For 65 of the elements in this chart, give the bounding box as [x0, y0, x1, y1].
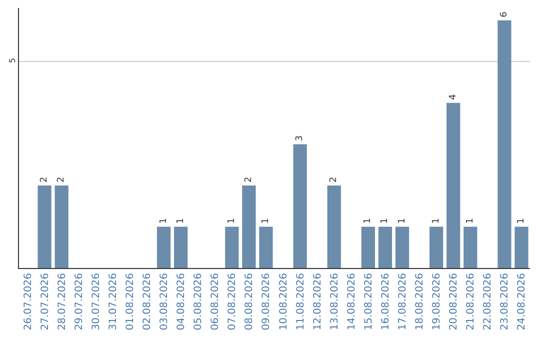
x-tick-label: 10.08.2026: [278, 273, 290, 330]
x-tick-label: 21.08.2026: [466, 273, 477, 330]
y-tick-label: 5: [8, 58, 17, 63]
bar: [498, 20, 512, 268]
bar: [446, 102, 460, 268]
x-tick-label: 01.08.2026: [124, 273, 136, 330]
x-tick-label: 02.08.2026: [142, 273, 153, 330]
data-label: 1: [158, 218, 169, 224]
x-tick-label: 06.08.2026: [210, 273, 222, 330]
data-label: 1: [465, 218, 476, 224]
x-tick-label: 04.08.2026: [176, 273, 188, 330]
bar: [395, 226, 410, 268]
bar: [174, 226, 188, 268]
x-tick-label: 09.08.2026: [261, 273, 272, 330]
data-label: 1: [363, 218, 374, 224]
x-tick-label: 03.08.2026: [159, 273, 170, 330]
data-label: 1: [431, 218, 442, 224]
x-tick-label: 18.08.2026: [414, 273, 426, 330]
bar: [242, 185, 256, 268]
x-tick-label: 22.08.2026: [482, 273, 494, 330]
x-tick-label: 08.08.2026: [244, 273, 256, 330]
x-tick-label: 15.08.2026: [363, 273, 374, 330]
bar: [38, 185, 52, 268]
data-label: 1: [226, 218, 237, 224]
data-label: 2: [40, 176, 50, 182]
data-label: 6: [499, 11, 510, 18]
x-tick-label: 29.07.2026: [74, 273, 85, 330]
bar: [361, 226, 375, 268]
x-tick-label: 16.08.2026: [380, 273, 392, 330]
x-tick-label: 27.07.2026: [40, 273, 51, 330]
data-label: 2: [244, 176, 254, 182]
x-tick-label: 28.07.2026: [56, 273, 68, 330]
x-tick-label: 19.08.2026: [432, 273, 443, 330]
data-label: 3: [295, 135, 306, 142]
x-tick-label: 31.07.2026: [108, 273, 119, 330]
x-tick-label: 14.08.2026: [346, 273, 358, 330]
x-tick-label: 13.08.2026: [329, 273, 340, 330]
bar: [225, 226, 239, 268]
x-tick-label: 24.08.2026: [516, 273, 528, 330]
data-label: 1: [380, 218, 390, 224]
data-label: 2: [56, 176, 67, 182]
x-tick-label: 11.08.2026: [295, 273, 306, 330]
x-tick-label: 26.07.2026: [22, 273, 34, 330]
bar: [327, 185, 341, 268]
bar: [293, 144, 307, 268]
bar: [54, 185, 68, 268]
x-tick-label: 12.08.2026: [312, 273, 324, 330]
bar: [378, 226, 392, 268]
x-tick-label: 07.08.2026: [227, 273, 238, 330]
data-label: 4: [448, 94, 458, 100]
bar: [514, 226, 528, 268]
x-tick-label: 17.08.2026: [398, 273, 408, 330]
x-tick-label: 20.08.2026: [448, 273, 460, 330]
bar: [464, 226, 478, 268]
bar: [430, 226, 444, 268]
x-tick-label: 30.07.2026: [90, 273, 102, 330]
x-tick-label: 05.08.2026: [193, 273, 204, 330]
data-label: 2: [329, 176, 340, 182]
data-label: 1: [176, 218, 186, 224]
bar: [156, 226, 171, 268]
data-label: 1: [260, 218, 271, 224]
x-tick-label: 23.08.2026: [500, 273, 511, 330]
data-label: 1: [397, 218, 408, 224]
data-label: 1: [516, 218, 526, 224]
bar: [259, 226, 273, 268]
